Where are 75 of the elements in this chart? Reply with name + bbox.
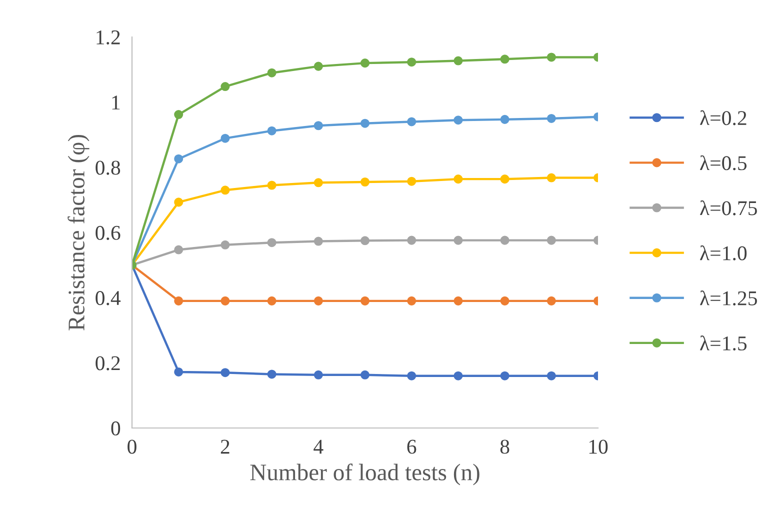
legend-label: λ=0.5 (700, 155, 747, 170)
point (220, 82, 230, 92)
point (267, 126, 276, 136)
x-tick-label: 10 (589, 440, 608, 454)
point (220, 240, 230, 250)
point (407, 117, 416, 126)
point (407, 176, 416, 186)
point (267, 238, 276, 248)
y-tick-label: 1.2 (96, 30, 120, 45)
point (546, 114, 556, 123)
point (174, 198, 184, 207)
legend-label: λ=1.5 (700, 336, 747, 351)
point (267, 296, 276, 306)
point (267, 370, 276, 379)
legend-label: λ=1.0 (700, 245, 747, 260)
y-tick-label: 1 (112, 96, 120, 110)
point (500, 54, 510, 64)
point (174, 110, 184, 120)
point (360, 296, 370, 306)
y-tick-label: 0.4 (96, 291, 121, 306)
point (407, 296, 416, 306)
legend-label: λ=1.25 (700, 290, 757, 306)
point (267, 68, 276, 78)
point (546, 371, 556, 380)
point (360, 236, 370, 246)
point (454, 371, 463, 380)
point (314, 178, 323, 188)
point (360, 118, 370, 128)
point (220, 368, 230, 378)
y-axis-title: Resistance factor (φ) (68, 134, 90, 330)
point (220, 134, 230, 143)
point (546, 173, 556, 182)
point (546, 236, 556, 245)
point (220, 186, 230, 195)
x-tick-label: 4 (314, 440, 324, 454)
point (454, 174, 463, 184)
x-tick-label: 2 (220, 440, 230, 454)
point (454, 236, 463, 245)
point (360, 58, 370, 68)
point (174, 367, 184, 376)
point (407, 236, 416, 245)
point (500, 114, 510, 124)
x-tick-label: 6 (407, 440, 416, 454)
point (500, 236, 510, 245)
y-tick-label: 0.6 (96, 226, 120, 240)
point (314, 121, 323, 130)
y-tick-label: 0.2 (96, 356, 120, 370)
point (360, 177, 370, 187)
x-tick-label: 8 (500, 440, 510, 454)
point (407, 371, 416, 380)
y-tick-label: 0.8 (96, 160, 120, 175)
point (407, 58, 416, 67)
point (220, 296, 230, 306)
point (174, 296, 184, 306)
point (454, 116, 463, 125)
point (314, 296, 323, 306)
point (360, 370, 370, 380)
point (314, 236, 323, 246)
point (454, 56, 463, 66)
legend-label: λ=0.2 (700, 110, 746, 126)
point (174, 245, 184, 254)
point (500, 371, 510, 380)
point (454, 296, 463, 306)
point (546, 296, 556, 306)
point (546, 52, 556, 62)
point (500, 296, 510, 306)
point (314, 370, 323, 380)
point (267, 180, 276, 190)
legend-label: λ=0.75 (700, 200, 757, 216)
x-axis-title: Number of load tests (n) (250, 464, 480, 486)
point (500, 174, 510, 184)
point (314, 62, 323, 71)
point (174, 154, 184, 164)
x-tick-label: 0 (128, 440, 136, 454)
y-tick-label: 0 (111, 421, 120, 436)
